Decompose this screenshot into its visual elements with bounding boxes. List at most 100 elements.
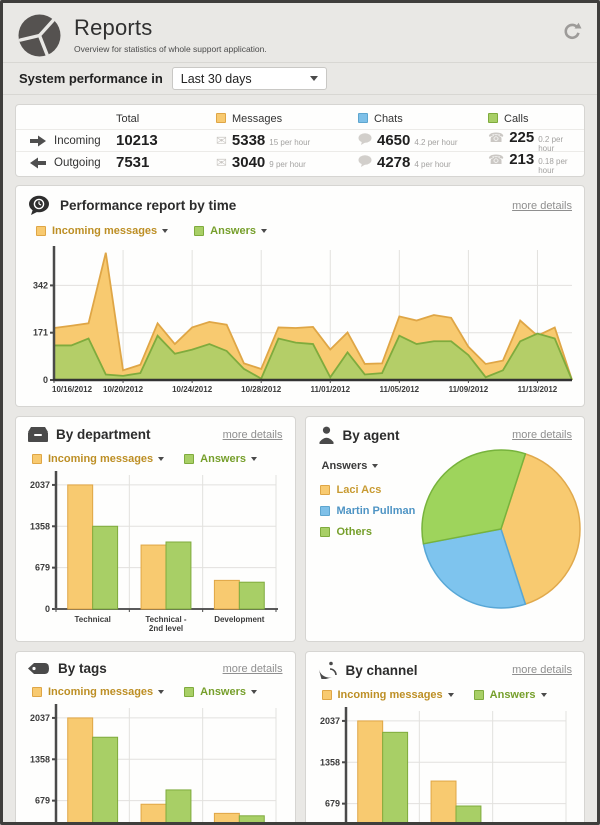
answers-swatch <box>184 687 195 697</box>
legend-answers[interactable]: Answers <box>184 453 258 465</box>
drawer-icon <box>28 427 48 442</box>
outgoing-messages: ✉ 3040 9 per hour <box>216 154 306 171</box>
pie-chart-logo-icon <box>18 14 61 57</box>
incoming-swatch <box>32 687 42 697</box>
svg-text:Technical -: Technical - <box>145 615 187 624</box>
speech-bubble-clock-icon <box>29 195 49 215</box>
department-panel-title: By department <box>56 427 151 442</box>
refresh-icon[interactable] <box>561 21 583 43</box>
svg-text:Technical: Technical <box>75 615 111 624</box>
date-range-select[interactable]: Last 30 days <box>171 67 327 90</box>
incoming-swatch <box>321 690 332 700</box>
arrow-left-icon <box>30 157 46 168</box>
channel-bar-chart: 067913582037EmailTwitterSuggestions <box>319 707 566 822</box>
charts-grid: By department more details Incoming mess… <box>15 416 585 822</box>
satellite-dish-icon <box>318 661 337 679</box>
svg-text:171: 171 <box>33 328 48 338</box>
stats-row-incoming: Incoming 10213 ✉ 5338 15 per hour 4650 4.2… <box>16 128 584 153</box>
outgoing-calls: ☎ 213 0.18 per hour <box>488 150 568 175</box>
envelope-icon: ✉ <box>216 133 227 148</box>
outgoing-total: 7531 <box>116 154 150 171</box>
chevron-down-icon <box>261 229 268 233</box>
svg-text:2037: 2037 <box>30 480 50 490</box>
legend-incoming-messages[interactable]: Incoming messages <box>36 225 169 237</box>
svg-text:0: 0 <box>45 604 50 614</box>
by-channel-panel: By channel more details Incoming message… <box>304 651 585 822</box>
chat-bubble-icon <box>358 155 372 167</box>
stats-row-outgoing: Outgoing 7531 ✉ 3040 9 per hour 4278 4 per… <box>16 150 584 175</box>
incoming-swatch <box>32 454 42 464</box>
time-more-details-link[interactable]: more details <box>512 199 572 212</box>
agent-legend-item: Others <box>319 526 418 538</box>
department-more-details-link[interactable]: more details <box>222 428 283 441</box>
legend-incoming-messages[interactable]: Incoming messages <box>321 689 454 701</box>
svg-text:10/24/2012: 10/24/2012 <box>172 385 213 394</box>
svg-text:0: 0 <box>43 375 48 385</box>
department-bar-chart: 0 679 1358 2037 Technical Technical -2nd leve… <box>30 471 278 633</box>
channel-panel-title: By channel <box>345 662 418 678</box>
col-total: Total <box>116 113 140 125</box>
chevron-down-icon <box>540 693 547 697</box>
answers-swatch <box>194 226 205 236</box>
filter-row: System performance in Last 30 days <box>3 62 597 95</box>
agent-pie-chart <box>421 449 581 609</box>
incoming-total: 10213 <box>116 132 158 149</box>
svg-text:11/13/2012: 11/13/2012 <box>518 385 558 394</box>
legend-answers[interactable]: Answers <box>194 225 268 237</box>
svg-text:679: 679 <box>35 796 50 806</box>
svg-text:2037: 2037 <box>30 713 50 723</box>
chevron-down-icon <box>309 76 318 81</box>
tags-bar-chart: 067913582037PAPPANIntegration <box>30 704 277 822</box>
time-report-panel: Performance report by time more details … <box>15 185 585 407</box>
svg-text:1358: 1358 <box>319 757 339 767</box>
calls-swatch <box>488 113 498 123</box>
chevron-down-icon <box>158 690 165 694</box>
chevron-down-icon <box>158 457 165 461</box>
chevron-down-icon <box>162 229 169 233</box>
chats-swatch <box>358 113 368 123</box>
incoming-messages: ✉ 5338 15 per hour <box>216 132 311 149</box>
agent-panel-title: By agent <box>342 427 400 443</box>
stats-header-row: Total Messages Chats Calls <box>16 109 584 129</box>
col-messages: Messages <box>216 113 358 125</box>
agent-more-details-link[interactable]: more details <box>512 429 572 441</box>
svg-text:11/05/2012: 11/05/2012 <box>380 385 420 394</box>
incoming-calls: ☎ 225 0.2 per hour <box>488 128 564 153</box>
channel-more-details-link[interactable]: more details <box>512 664 572 676</box>
phone-icon: ☎ <box>488 129 505 145</box>
arrow-right-icon <box>30 135 46 146</box>
by-agent-panel: By agent more details Answers Laci Acs <box>304 416 585 642</box>
col-calls: Calls <box>488 113 574 125</box>
answers-swatch <box>473 690 484 700</box>
svg-text:1358: 1358 <box>30 521 50 531</box>
incoming-chats: 4650 4.2 per hour <box>358 132 488 149</box>
filter-label: System performance in <box>19 71 163 86</box>
messages-swatch <box>216 113 226 123</box>
svg-text:2037: 2037 <box>319 716 339 726</box>
svg-text:1358: 1358 <box>30 754 50 764</box>
phone-icon: ☎ <box>488 151 505 167</box>
person-icon <box>319 426 333 444</box>
svg-text:10/28/2012: 10/28/2012 <box>241 385 282 394</box>
agent-legend-item: Laci Acs <box>319 484 418 496</box>
chevron-down-icon <box>251 690 258 694</box>
legend-incoming-messages[interactable]: Incoming messages <box>32 686 165 698</box>
svg-text:10/16/2012: 10/16/2012 <box>52 385 93 394</box>
tags-more-details-link[interactable]: more details <box>222 662 283 675</box>
chevron-down-icon <box>372 464 379 468</box>
others-swatch <box>319 527 330 537</box>
app-header: Reports Overview for statistics of whole… <box>3 3 597 62</box>
svg-text:11/09/2012: 11/09/2012 <box>449 385 489 394</box>
tags-panel-title: By tags <box>58 661 107 676</box>
laci-swatch <box>319 485 330 495</box>
svg-text:11/01/2012: 11/01/2012 <box>310 385 350 394</box>
time-area-chart: 0 171 342 10/16/2012 10/20/2012 10/24/2012 10/… <box>33 246 573 394</box>
legend-incoming-messages[interactable]: Incoming messages <box>32 453 165 465</box>
agent-metric-dropdown[interactable]: Answers <box>322 460 418 472</box>
svg-text:10/20/2012: 10/20/2012 <box>103 385 144 394</box>
page-title: Reports <box>74 15 153 40</box>
legend-answers[interactable]: Answers <box>184 686 258 698</box>
legend-answers[interactable]: Answers <box>473 689 547 701</box>
date-range-value: Last 30 days <box>180 71 252 86</box>
